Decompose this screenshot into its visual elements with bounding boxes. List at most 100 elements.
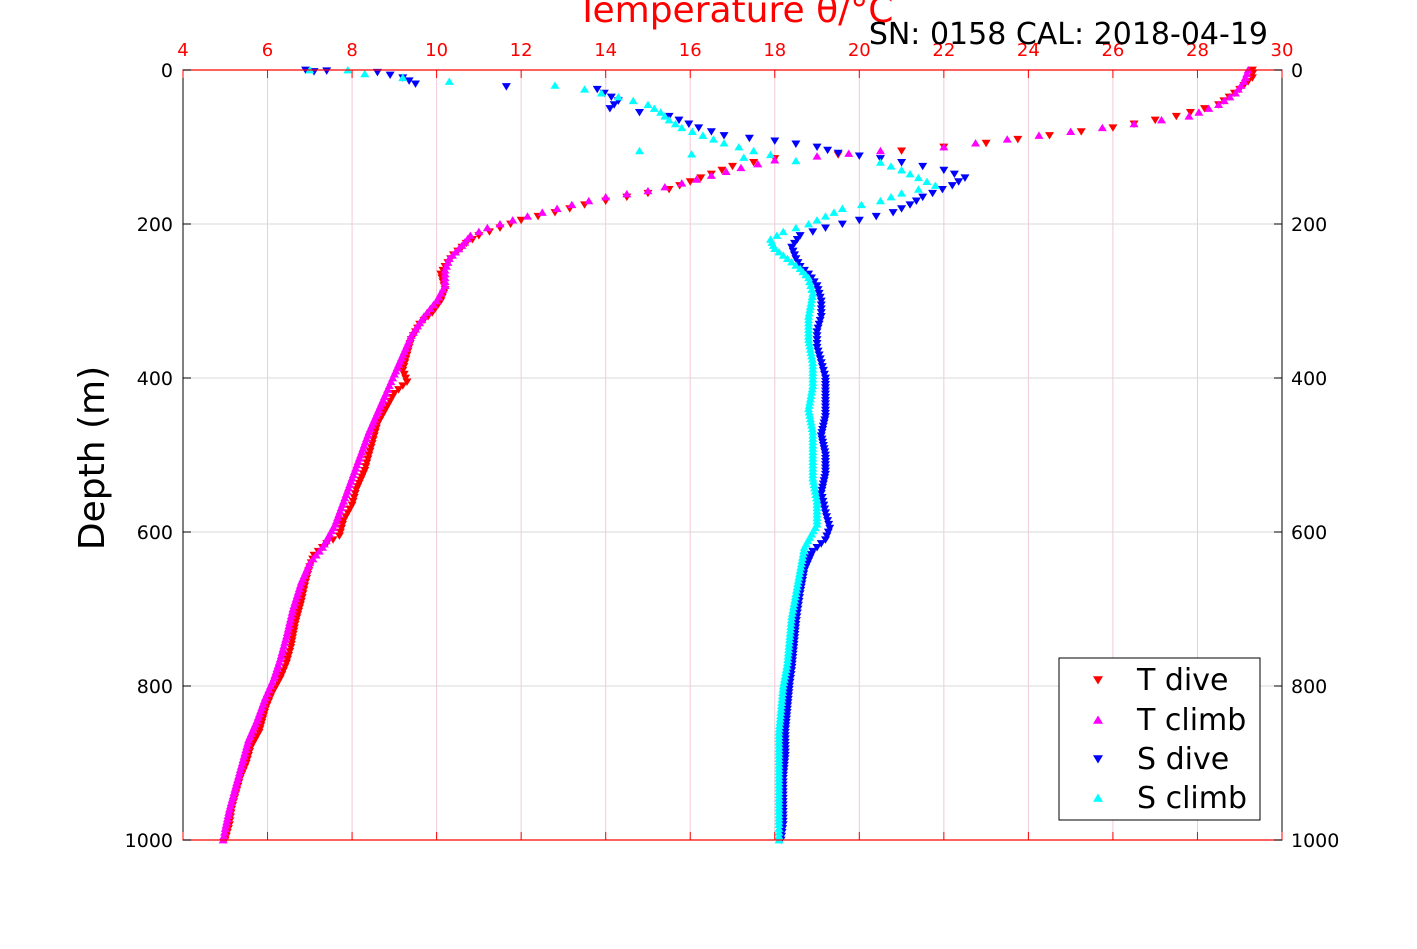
data-point	[440, 273, 450, 282]
data-point	[221, 821, 231, 829]
data-point	[820, 224, 830, 232]
data-point	[799, 543, 809, 551]
data-point	[781, 665, 791, 673]
data-point	[811, 493, 821, 502]
data-point	[782, 254, 792, 263]
data-point	[660, 182, 670, 191]
data-point	[550, 81, 560, 89]
data-point	[440, 266, 450, 274]
data-point	[897, 189, 907, 197]
data-point	[812, 216, 822, 224]
chart-subtitle: SN: 0158 CAL: 2018-04-19	[869, 17, 1268, 52]
data-point	[913, 173, 923, 182]
legend: T dive T climb S dive S climb	[1058, 657, 1261, 821]
data-point	[1157, 116, 1167, 124]
legend-items: T dive T climb S dive S climb	[1093, 663, 1247, 816]
data-point	[1013, 135, 1023, 144]
data-point	[349, 493, 359, 502]
y-tick-label-left: 200	[137, 214, 173, 236]
data-point	[596, 89, 606, 97]
data-point	[297, 594, 307, 602]
data-point	[286, 644, 296, 652]
data-point	[778, 251, 788, 259]
data-point	[886, 162, 896, 170]
data-point	[793, 576, 803, 584]
data-point	[790, 592, 800, 601]
data-point	[791, 140, 801, 148]
data-point	[812, 143, 822, 152]
data-point	[782, 658, 792, 667]
data-point	[875, 146, 885, 155]
data-point	[398, 366, 408, 375]
y-tick-label-left: 0	[161, 60, 173, 82]
data-point	[781, 668, 791, 677]
x-tick-label: 14	[594, 40, 617, 61]
data-point	[383, 401, 393, 409]
data-point	[1225, 92, 1235, 101]
y-tick-label-left: 600	[137, 522, 173, 544]
data-point	[816, 359, 826, 367]
data-point	[341, 513, 351, 521]
data-point	[389, 390, 399, 398]
data-point	[780, 672, 790, 680]
data-point	[381, 405, 391, 413]
data-point	[783, 652, 793, 660]
data-point	[777, 691, 787, 700]
data-point	[812, 544, 822, 552]
data-point	[728, 162, 737, 171]
data-point	[360, 69, 370, 78]
data-point	[694, 124, 704, 132]
series-s-climb	[305, 65, 940, 844]
data-point	[385, 71, 395, 80]
legend-marker	[1093, 793, 1103, 802]
data-point	[444, 77, 454, 85]
chart-title: Temperature θ/°C	[576, 0, 894, 31]
data-point	[664, 116, 674, 124]
data-point	[805, 394, 815, 403]
data-point	[795, 232, 805, 240]
data-point	[440, 270, 450, 278]
data-point	[789, 239, 799, 248]
data-point	[687, 127, 697, 135]
data-point	[786, 671, 796, 679]
data-point	[613, 92, 623, 101]
data-point	[334, 532, 344, 540]
data-point	[770, 156, 780, 164]
y-tick-label-left: 1000	[125, 830, 173, 852]
data-point	[766, 150, 776, 159]
data-point	[807, 388, 817, 396]
data-point	[799, 546, 809, 555]
data-point	[222, 817, 232, 826]
data-point	[361, 463, 371, 471]
data-point	[774, 828, 784, 836]
data-point	[804, 335, 814, 343]
data-point	[812, 336, 822, 344]
data-point	[350, 490, 360, 498]
data-point	[804, 309, 814, 317]
data-point	[939, 142, 949, 151]
data-point	[402, 378, 412, 386]
data-point	[345, 505, 355, 513]
data-point	[854, 216, 864, 225]
data-point	[787, 257, 797, 266]
data-point	[580, 85, 590, 93]
data-point	[875, 196, 885, 205]
data-point	[814, 289, 824, 298]
data-point	[789, 599, 799, 607]
data-point	[337, 524, 347, 533]
data-point	[807, 424, 817, 432]
data-point	[807, 355, 817, 363]
data-point	[816, 297, 826, 306]
data-point	[1066, 127, 1076, 135]
data-point	[791, 589, 801, 597]
data-point	[816, 301, 826, 309]
data-point	[592, 85, 602, 94]
data-point	[643, 186, 653, 195]
data-point	[363, 455, 373, 463]
data-point	[791, 261, 801, 269]
data-point	[372, 68, 382, 77]
data-point	[776, 701, 786, 710]
legend-box	[1058, 657, 1261, 821]
data-point	[793, 259, 803, 267]
data-point	[820, 212, 830, 220]
